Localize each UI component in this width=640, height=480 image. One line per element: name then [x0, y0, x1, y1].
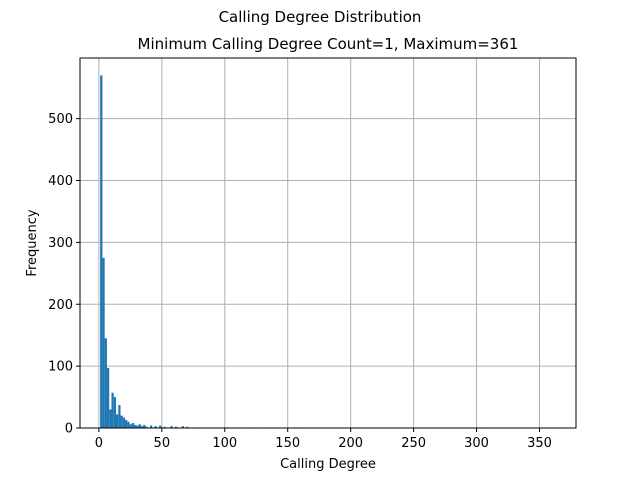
histogram-bar	[100, 75, 103, 429]
histogram-bar	[129, 424, 132, 428]
histogram-bar	[163, 426, 166, 428]
histogram-bar	[154, 426, 157, 428]
chart-title: Minimum Calling Degree Count=1, Maximum=…	[138, 35, 519, 53]
histogram-bar	[116, 414, 119, 428]
plot-area: 0 50 100 150 200 250 300 350 0 100 200 300 400 500	[48, 57, 577, 451]
y-axis-label: Frequency	[25, 209, 40, 276]
x-tick-label: 0	[95, 436, 103, 451]
x-tick-label: 300	[464, 436, 489, 451]
histogram-bar	[186, 426, 189, 428]
y-tick-label: 200	[48, 298, 73, 313]
histogram-bar	[113, 397, 117, 428]
x-axis-label: Calling Degree	[280, 457, 376, 472]
x-tick-label: 150	[275, 436, 300, 451]
histogram-bar	[118, 405, 121, 428]
histogram-bar	[181, 426, 184, 428]
histogram-bar	[122, 417, 126, 428]
histogram-bar	[125, 419, 128, 428]
histogram-bars	[100, 75, 554, 429]
grid-lines	[80, 58, 576, 429]
histogram-bar	[136, 425, 139, 428]
histogram-bar	[111, 392, 114, 428]
y-tick-label: 500	[48, 112, 73, 127]
histogram-bar	[102, 257, 105, 428]
histogram-bar	[170, 426, 173, 428]
y-axis-ticks: 0 100 200 300 400 500	[48, 112, 80, 437]
x-tick-label: 250	[401, 436, 426, 451]
y-tick-label: 100	[48, 360, 73, 375]
histogram-bar	[104, 338, 107, 428]
histogram-bar	[174, 426, 178, 428]
histogram-bar	[143, 424, 146, 428]
axes-frame	[79, 57, 577, 429]
x-tick-label: 50	[154, 436, 171, 451]
histogram-bar	[109, 409, 112, 428]
figure-suptitle: Calling Degree Distribution	[219, 8, 422, 26]
x-axis-ticks: 0 50 100 150 200 250 300 350	[95, 428, 552, 451]
y-tick-label: 0	[65, 422, 73, 437]
y-tick-label: 300	[48, 236, 73, 251]
x-tick-label: 100	[212, 436, 237, 451]
histogram-bar	[159, 425, 162, 428]
histogram-bar	[145, 426, 148, 428]
y-tick-label: 400	[48, 174, 73, 189]
histogram-bar	[120, 415, 123, 428]
histogram-bar	[138, 424, 141, 428]
histogram-bar	[134, 424, 137, 428]
histogram-bar	[127, 421, 130, 428]
histogram-bar	[106, 367, 110, 428]
histogram-bar	[140, 426, 144, 428]
histogram-bar	[149, 425, 153, 428]
x-tick-label: 350	[527, 436, 552, 451]
histogram-bar	[131, 423, 135, 428]
x-tick-label: 200	[338, 436, 363, 451]
